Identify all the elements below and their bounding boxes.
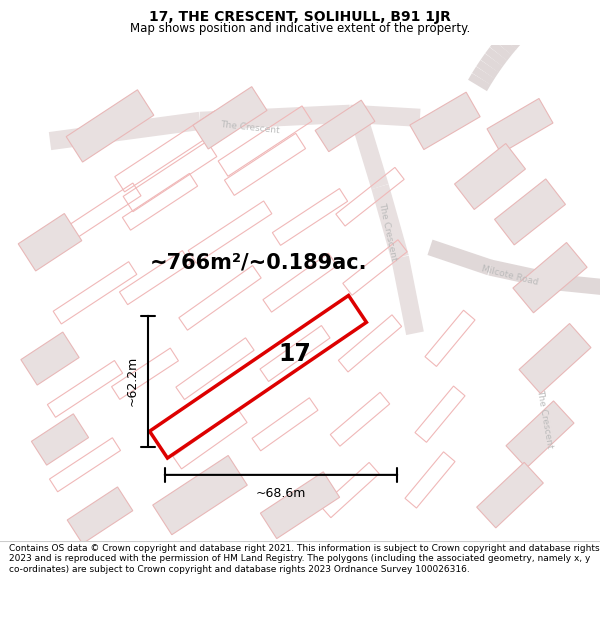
Polygon shape [468, 73, 491, 91]
Polygon shape [521, 7, 542, 28]
Polygon shape [533, 0, 553, 19]
Polygon shape [494, 35, 517, 55]
Polygon shape [349, 105, 421, 127]
Polygon shape [410, 92, 480, 149]
Polygon shape [67, 487, 133, 544]
Polygon shape [315, 100, 375, 152]
Polygon shape [391, 256, 424, 335]
Text: Contains OS data © Crown copyright and database right 2021. This information is : Contains OS data © Crown copyright and d… [9, 544, 599, 574]
Polygon shape [260, 472, 340, 539]
Polygon shape [490, 41, 512, 61]
Polygon shape [476, 462, 544, 528]
Polygon shape [551, 0, 570, 6]
Text: ~766m²/~0.189ac.: ~766m²/~0.189ac. [150, 253, 367, 272]
Polygon shape [427, 239, 493, 275]
Polygon shape [200, 104, 350, 130]
Polygon shape [455, 144, 526, 209]
Text: 17: 17 [278, 341, 311, 366]
Polygon shape [66, 90, 154, 162]
Polygon shape [505, 23, 526, 44]
Text: The Crescent: The Crescent [377, 202, 398, 262]
Polygon shape [153, 456, 247, 535]
Text: ~68.6m: ~68.6m [256, 487, 306, 499]
Polygon shape [193, 87, 267, 149]
Polygon shape [500, 29, 521, 49]
Polygon shape [481, 54, 503, 72]
Polygon shape [519, 324, 591, 394]
Polygon shape [31, 414, 89, 465]
Polygon shape [472, 66, 494, 85]
Polygon shape [488, 259, 562, 291]
Polygon shape [545, 0, 565, 9]
Polygon shape [513, 242, 587, 312]
Polygon shape [371, 184, 409, 260]
Polygon shape [18, 214, 82, 271]
Text: The Crescent: The Crescent [220, 121, 280, 136]
Polygon shape [21, 332, 79, 385]
Polygon shape [494, 179, 565, 245]
Text: Map shows position and indicative extent of the property.: Map shows position and indicative extent… [130, 22, 470, 35]
Polygon shape [558, 0, 577, 1]
Polygon shape [485, 48, 507, 67]
Polygon shape [510, 18, 531, 39]
Text: The Crescent: The Crescent [535, 389, 554, 449]
Text: ~62.2m: ~62.2m [125, 356, 139, 406]
Polygon shape [559, 274, 600, 296]
Polygon shape [476, 60, 499, 79]
Polygon shape [539, 0, 559, 14]
Polygon shape [49, 112, 201, 150]
Polygon shape [352, 118, 389, 189]
Text: 17, THE CRESCENT, SOLIHULL, B91 1JR: 17, THE CRESCENT, SOLIHULL, B91 1JR [149, 10, 451, 24]
Polygon shape [516, 12, 536, 34]
Text: Milcote Road: Milcote Road [481, 264, 539, 287]
Polygon shape [527, 2, 547, 24]
Polygon shape [487, 99, 553, 153]
Polygon shape [506, 401, 574, 468]
